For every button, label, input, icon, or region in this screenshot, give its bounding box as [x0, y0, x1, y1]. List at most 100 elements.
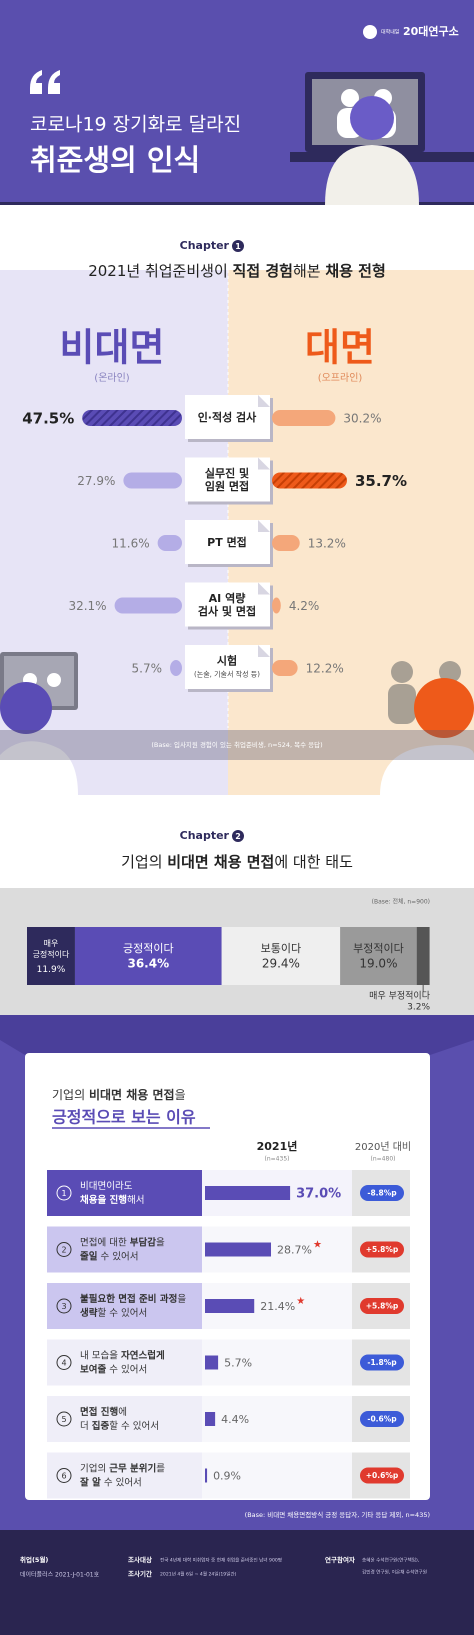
row-number: 4	[61, 1359, 66, 1368]
row-label: 보여줄 수 있어서	[80, 1363, 147, 1375]
text-segment: 비대면 채용 면접	[167, 853, 274, 871]
segment-name: 부정적이다	[353, 942, 404, 955]
item-label: 실무진 및	[205, 466, 249, 480]
header-rule	[0, 202, 474, 205]
online-value: 32.1%	[68, 599, 106, 613]
online-value: 47.5%	[22, 410, 74, 428]
stacked-segment	[221, 927, 341, 985]
item-label: 임원 면접	[205, 479, 249, 493]
row-label: 불필요한 면접 준비 과정을	[80, 1293, 186, 1305]
online-value: 11.6%	[112, 537, 150, 551]
stacked-segment	[27, 927, 75, 985]
text-segment: 수 있어서	[106, 1363, 147, 1375]
change-value: -0.6%p	[367, 1415, 397, 1424]
online-value: 5.7%	[132, 662, 163, 676]
offline-value: 30.2%	[343, 412, 381, 426]
item-box-fold	[258, 395, 270, 407]
card-title: 기업의 비대면 채용 면접을	[52, 1087, 186, 1102]
text-segment: 기업의	[121, 853, 167, 871]
row-number-badge	[56, 1355, 72, 1370]
base-note: (Base: 전체, n=900)	[372, 898, 430, 906]
row-label-bg	[47, 1226, 202, 1273]
offline-subtitle: (오프라인)	[318, 372, 363, 384]
header-illustration	[290, 72, 474, 205]
reason-bar	[205, 1242, 272, 1257]
text-segment: 해본	[293, 262, 325, 280]
chapter-badge	[232, 240, 244, 252]
row-number-badge	[56, 1298, 72, 1314]
text-segment: 집중	[92, 1420, 110, 1432]
text-segment: 에	[118, 1407, 127, 1418]
online-subtitle: (온라인)	[94, 372, 130, 384]
offline-value: 12.2%	[306, 662, 344, 676]
text-segment: 비대면 채용 면접	[89, 1087, 175, 1102]
change-badge	[360, 1467, 404, 1484]
footer-text: 전국 4년제 대학 미취업자 중 현재 취업을 준비중인 남녀 900명	[160, 1557, 282, 1564]
footer-text: 송혜윤 수석연구원(연구책임),	[362, 1557, 420, 1564]
reason-value: 21.4%	[260, 1300, 295, 1313]
online-bar	[123, 472, 182, 489]
change-value: -1.8%p	[367, 1358, 397, 1367]
row-number-badge	[56, 1411, 72, 1427]
reasons-card	[25, 1053, 430, 1500]
reason-value: 5.7%	[224, 1357, 252, 1370]
row-label-bg	[47, 1283, 202, 1329]
row-label: 잘 알 수 있어서	[80, 1476, 142, 1488]
row-label: 비대면이라도	[80, 1181, 133, 1192]
item-label: 시험	[217, 654, 237, 668]
row-label: 생략할 수 있어서	[80, 1307, 147, 1319]
text-segment: 을	[156, 1237, 165, 1248]
item-box	[185, 645, 270, 689]
chapter-number: 2	[235, 832, 241, 841]
text-segment: 해서	[127, 1194, 144, 1206]
row-label: 내 모습을 자연스럽게	[80, 1349, 165, 1361]
text-segment: 부담감	[130, 1236, 156, 1248]
item-note: (논술, 기술서 작성 등)	[194, 670, 260, 679]
logo: 20대연구소	[403, 24, 459, 38]
online-title: 비대면	[60, 326, 165, 370]
reason-marker: ★	[296, 1296, 305, 1307]
stacked-segment	[416, 927, 430, 985]
item-label: 인·적성 검사	[198, 410, 257, 424]
stacked-segment	[74, 927, 222, 985]
segment-name: 긍정적이다	[33, 949, 70, 959]
change-value: +5.8%p	[366, 1245, 399, 1254]
text-segment: 면접 진행	[80, 1406, 118, 1418]
footer-label: 조사기간	[128, 1569, 152, 1578]
text-segment: 자연스럽게	[121, 1349, 165, 1361]
logo-mark	[363, 25, 377, 39]
row-label-bg	[47, 1339, 202, 1386]
item-label: AI 역량	[209, 591, 246, 605]
row-number: 2	[61, 1246, 66, 1255]
row-label-bg	[47, 1452, 202, 1499]
segment-value: 29.4%	[262, 957, 300, 971]
text-segment: 근무 분위기	[109, 1462, 156, 1474]
text-segment: 더	[80, 1421, 92, 1432]
segment-name: 매우	[44, 939, 59, 948]
offline-value: 4.2%	[289, 599, 320, 613]
base-note: (Base: 비대면 채용면접방식 긍정 응답자, 기타 응답 제외, n=43…	[245, 1510, 430, 1519]
card-subtitle: 긍정적으로 보는 이유	[52, 1108, 196, 1127]
row-label: 더 집중할 수 있어서	[80, 1420, 159, 1432]
item-box	[185, 395, 270, 439]
row-label-bg	[47, 1396, 202, 1442]
change-value: +0.6%p	[366, 1471, 399, 1480]
item-label: 검사 및 면접	[198, 604, 256, 618]
footer-text: 데이터플러스 2021-J-01-01호	[20, 1571, 100, 1579]
text-segment: 비대면이라도	[80, 1181, 133, 1192]
reason-value: 4.4%	[221, 1413, 249, 1426]
change-badge	[360, 1411, 404, 1427]
text-segment: 수 있어서	[101, 1476, 142, 1488]
segment-name: 보통이다	[261, 942, 301, 955]
text-segment: 기업의	[52, 1088, 89, 1102]
reason-value: 28.7%	[277, 1244, 312, 1257]
item-box-fold	[258, 520, 270, 532]
segment-value: 36.4%	[127, 957, 169, 971]
reason-value: 0.9%	[213, 1470, 241, 1483]
item-box-fold	[258, 457, 270, 470]
change-badge	[360, 1185, 404, 1201]
footer-bg	[0, 1530, 474, 1635]
text-segment: 할 수 있어서	[97, 1307, 147, 1319]
